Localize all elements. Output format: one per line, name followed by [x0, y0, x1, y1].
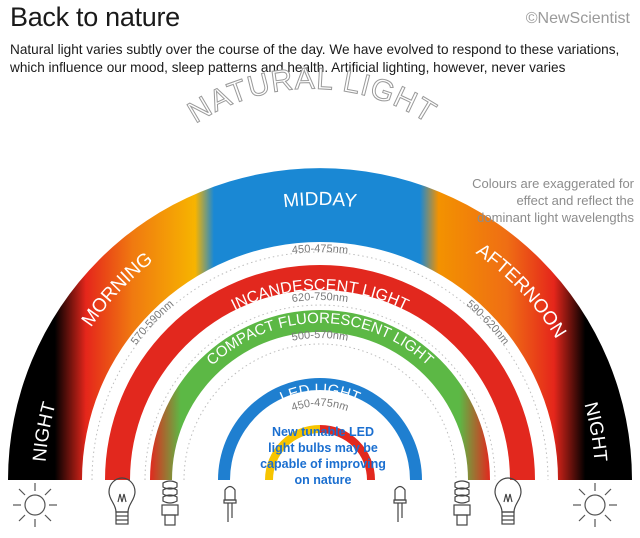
incandescent-bulb-icon — [494, 477, 522, 525]
brand-logo: ©NewScientist — [525, 10, 630, 27]
led-arc — [218, 378, 422, 480]
svg-text:450-475nm: 450-475nm — [290, 397, 350, 414]
label-midday: MIDDAY — [282, 189, 358, 212]
wavelength-led: 450-475nm — [290, 397, 350, 414]
cfl-arc — [150, 310, 490, 480]
wavelength-cfl: 500-570nm — [291, 329, 349, 344]
svg-text:500-570nm: 500-570nm — [291, 329, 349, 344]
tunable-led-ring — [265, 425, 320, 480]
svg-text:MIDDAY: MIDDAY — [282, 189, 358, 212]
cfl-bulb-icon — [453, 480, 471, 526]
natural-light-arc — [8, 168, 632, 480]
wavelength-incandescent: 620-750nm — [291, 291, 349, 305]
svg-text:450-475nm: 450-475nm — [291, 243, 348, 257]
wavelength-midday: 450-475nm — [291, 243, 348, 257]
page-title: Back to nature — [10, 2, 180, 32]
tunable-led-note: New tunable LED light bulbs may be capab… — [260, 425, 386, 487]
svg-text:620-750nm: 620-750nm — [291, 291, 349, 305]
sun-icon — [573, 483, 617, 527]
natural-light-title: NATURAL LIGHT — [182, 62, 442, 129]
colour-note: Colours are exaggerated for effect and r… — [472, 176, 634, 225]
incandescent-arc — [105, 265, 535, 480]
cfl-bulb-icon — [161, 480, 179, 526]
sun-icon — [13, 483, 57, 527]
led-bulb-icon — [393, 485, 407, 522]
incandescent-bulb-icon — [108, 477, 136, 525]
led-bulb-icon — [223, 485, 237, 522]
intro-text: Natural light varies subtly over the cou… — [10, 42, 620, 75]
